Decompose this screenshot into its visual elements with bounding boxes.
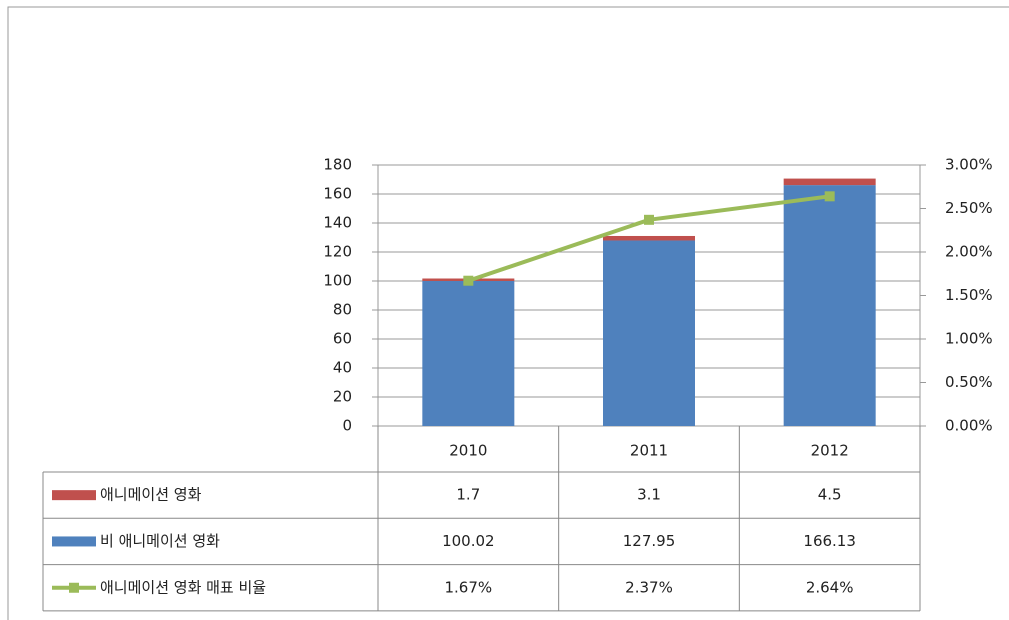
table-value: 127.95 <box>623 532 676 550</box>
line-marker <box>824 191 835 202</box>
y2-tick-label: 2.00% <box>945 243 993 261</box>
y2-tick-label: 0.50% <box>945 373 993 391</box>
bar <box>783 185 876 426</box>
table-value: 1.7 <box>456 486 480 504</box>
table-value: 2.37% <box>625 578 673 596</box>
legend-label: 비 애니메이션 영화 <box>100 532 220 550</box>
legend-key <box>69 582 79 593</box>
chart-border <box>7 6 1009 620</box>
y-tick-label: 160 <box>323 185 352 203</box>
table-value: 3.1 <box>637 486 661 504</box>
y-tick-label: 120 <box>323 243 352 261</box>
legend-label: 애니메이션 영화 매표 비율 <box>100 578 266 596</box>
table-value: 166.13 <box>803 532 856 550</box>
line-marker <box>644 214 654 225</box>
table-value: 4.5 <box>818 486 842 504</box>
y-tick-label: 80 <box>333 301 352 319</box>
y2-tick-label: 1.00% <box>945 330 993 348</box>
y-tick-label: 140 <box>323 214 352 232</box>
y2-tick-label: 1.50% <box>945 286 993 304</box>
bar <box>603 240 695 426</box>
x-tick-label: 2012 <box>811 442 849 460</box>
bar <box>422 280 515 426</box>
table-value: 2.64% <box>806 578 854 596</box>
y-tick-label: 100 <box>323 272 352 290</box>
y-tick-label: 20 <box>333 388 352 406</box>
table-value: 100.02 <box>442 532 495 550</box>
table-value: 1.67% <box>445 578 493 596</box>
legend-label: 애니메이션 영화 <box>100 486 202 504</box>
bar <box>783 178 876 186</box>
y-tick-label: 60 <box>333 330 352 348</box>
legend-key <box>52 490 96 501</box>
x-tick-label: 2011 <box>630 442 668 460</box>
line-marker <box>463 275 474 286</box>
y-tick-label: 40 <box>333 359 352 377</box>
x-tick-label: 2010 <box>449 442 487 460</box>
y2-tick-label: 2.50% <box>945 199 993 217</box>
bar <box>603 235 695 241</box>
y2-tick-label: 0.00% <box>945 417 993 435</box>
legend-key <box>52 536 96 547</box>
y2-tick-label: 3.00% <box>945 156 993 174</box>
y-tick-label: 0 <box>342 417 352 435</box>
y-tick-label: 180 <box>323 156 352 174</box>
